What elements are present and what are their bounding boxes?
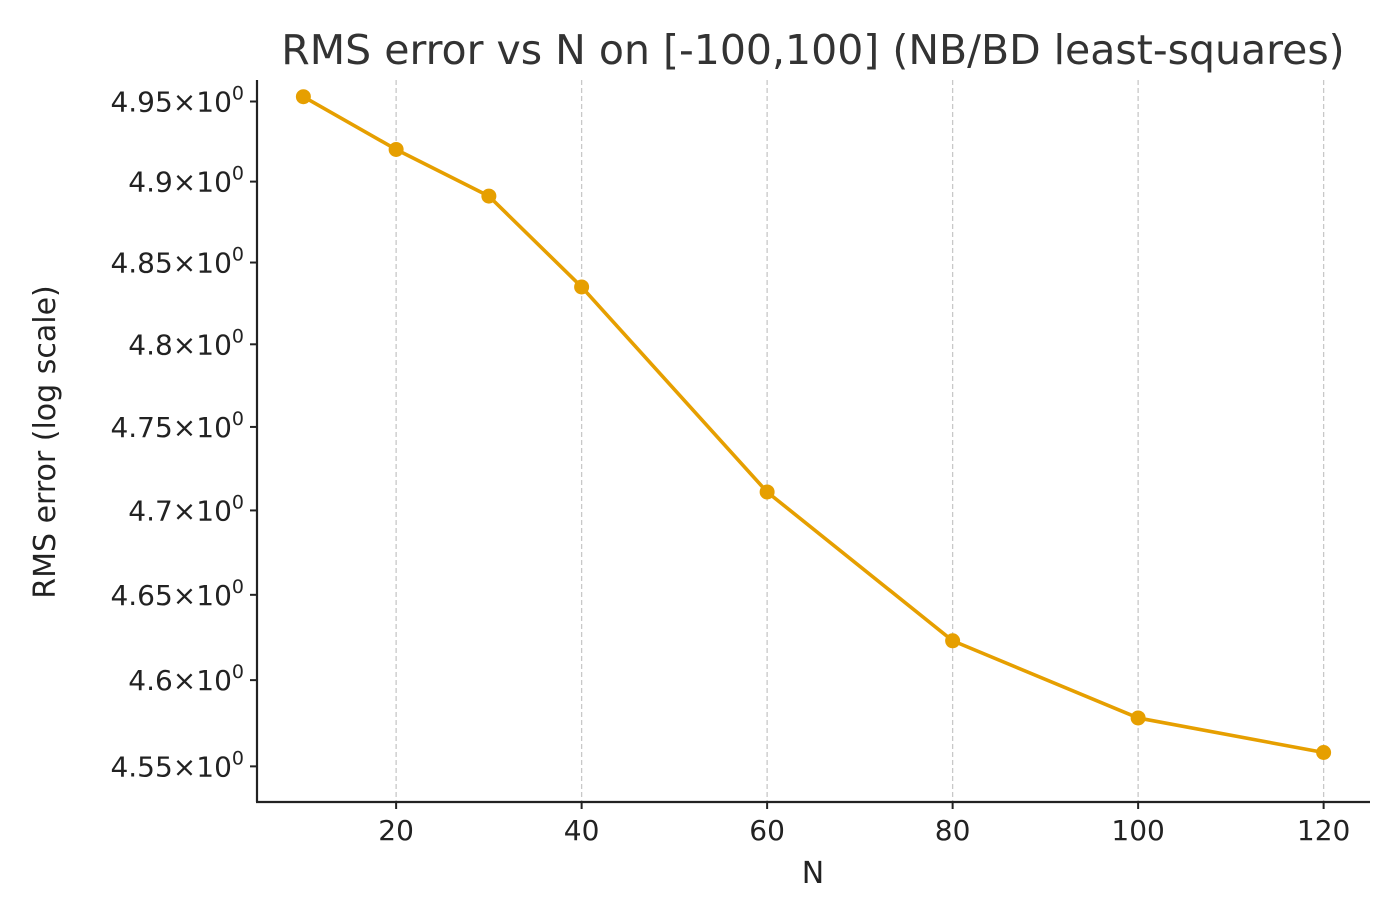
data-point	[295, 89, 311, 105]
y-tick-exponent: 0	[232, 491, 244, 513]
y-tick-mantissa: 4.55	[110, 750, 172, 783]
y-tick-label: 4.95×100	[110, 82, 244, 118]
data-point	[1316, 745, 1332, 761]
y-tick-exponent: 0	[232, 244, 244, 266]
y-tick-mantissa: 4.95	[110, 85, 172, 118]
y-tick-label: 4.55×100	[110, 747, 244, 783]
y-tick-base: 10	[196, 750, 232, 783]
y-tick-times: ×	[173, 494, 196, 527]
y-tick-times: ×	[173, 750, 196, 783]
y-tick-label: 4.6×100	[128, 661, 244, 697]
x-tick-label: 80	[935, 814, 971, 847]
y-tick-label: 4.7×100	[128, 491, 244, 527]
series-line	[301, 94, 1326, 755]
y-tick-base: 10	[196, 166, 232, 199]
y-tick-times: ×	[173, 579, 196, 612]
y-tick-mantissa: 4.8	[128, 328, 173, 361]
y-tick-base: 10	[196, 247, 232, 280]
y-ticks: 4.95×1004.9×1004.85×1004.8×1004.75×1004.…	[110, 82, 257, 783]
data-point	[388, 141, 404, 157]
gridlines	[395, 80, 1325, 802]
x-tick-label: 20	[378, 814, 414, 847]
x-tick-label: 100	[1111, 814, 1164, 847]
y-tick-exponent: 0	[232, 408, 244, 430]
y-tick-times: ×	[173, 664, 196, 697]
data-point	[1130, 710, 1146, 726]
y-tick-base: 10	[196, 579, 232, 612]
y-tick-label: 4.9×100	[128, 163, 244, 199]
y-tick-exponent: 0	[232, 325, 244, 347]
y-tick-label: 4.75×100	[110, 408, 244, 444]
y-tick-mantissa: 4.65	[110, 579, 172, 612]
chart-title: RMS error vs N on [-100,100] (NB/BD leas…	[281, 26, 1344, 74]
y-tick-times: ×	[173, 328, 196, 361]
y-tick-base: 10	[196, 664, 232, 697]
x-tick-label: 60	[749, 814, 785, 847]
data-point	[481, 188, 497, 204]
axes	[255, 80, 1370, 804]
x-ticks: 20 40 60 80 100 120	[378, 802, 1350, 847]
y-tick-exponent: 0	[232, 576, 244, 598]
x-tick-label: 120	[1297, 814, 1350, 847]
y-tick-label: 4.8×100	[128, 325, 244, 361]
y-axis-label: RMS error (log scale)	[28, 285, 63, 598]
x-tick-label: 40	[564, 814, 600, 847]
y-tick-times: ×	[173, 411, 196, 444]
data-point	[574, 279, 590, 295]
y-tick-times: ×	[173, 85, 196, 118]
y-tick-mantissa: 4.6	[128, 664, 173, 697]
y-tick-label: 4.65×100	[110, 576, 244, 612]
y-tick-exponent: 0	[232, 82, 244, 104]
y-tick-exponent: 0	[232, 163, 244, 185]
y-tick-mantissa: 4.7	[128, 494, 173, 527]
y-tick-times: ×	[173, 247, 196, 280]
y-tick-exponent: 0	[232, 747, 244, 769]
y-tick-mantissa: 4.75	[110, 411, 172, 444]
y-tick-mantissa: 4.9	[128, 166, 173, 199]
y-tick-base: 10	[196, 411, 232, 444]
data-point	[759, 484, 775, 500]
y-tick-base: 10	[196, 328, 232, 361]
y-tick-mantissa: 4.85	[110, 247, 172, 280]
y-tick-times: ×	[173, 166, 196, 199]
y-tick-base: 10	[196, 85, 232, 118]
x-axis-label: N	[802, 856, 824, 891]
series-layer	[295, 89, 1332, 761]
y-tick-label: 4.85×100	[110, 244, 244, 280]
y-tick-exponent: 0	[232, 661, 244, 683]
data-point	[945, 633, 961, 649]
y-tick-base: 10	[196, 494, 232, 527]
